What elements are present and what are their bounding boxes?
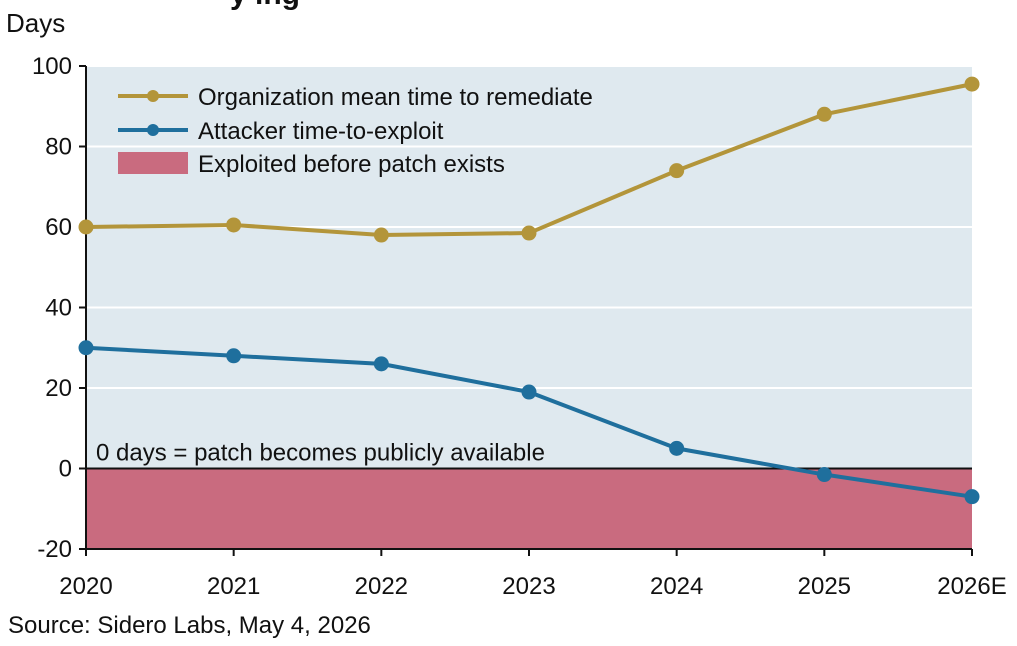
series-0-point-2020 bbox=[78, 219, 94, 235]
series-1-point-2025 bbox=[816, 467, 832, 483]
x-tick-label-2020: 2020 bbox=[59, 573, 112, 600]
x-tick-label-2026E: 2026E bbox=[937, 573, 1006, 600]
y-tick-label-60: 60 bbox=[45, 214, 72, 241]
series-0-point-2026E bbox=[964, 76, 980, 92]
legend-marker-0 bbox=[147, 90, 159, 102]
y-tick-label-20: 20 bbox=[45, 375, 72, 402]
source-note: Source: Sidero Labs, May 4, 2026 bbox=[8, 612, 371, 639]
legend-label-1: Attacker time-to-exploit bbox=[198, 118, 444, 145]
series-1-point-2021 bbox=[226, 348, 242, 364]
y-tick-label-40: 40 bbox=[45, 295, 72, 322]
series-1-point-2020 bbox=[78, 340, 94, 356]
series-1-point-2022 bbox=[373, 356, 389, 372]
series-0-point-2022 bbox=[373, 227, 389, 243]
x-tick-label-2024: 2024 bbox=[650, 573, 703, 600]
legend-band-swatch bbox=[118, 152, 188, 174]
series-1-point-2023 bbox=[521, 384, 537, 400]
series-0-point-2021 bbox=[226, 217, 242, 233]
y-axis-label: Days bbox=[6, 8, 66, 38]
series-1-point-2024 bbox=[669, 440, 685, 456]
series-1-point-2026E bbox=[964, 489, 980, 505]
y-tick-label-100: 100 bbox=[32, 53, 72, 80]
series-0-point-2023 bbox=[521, 225, 537, 241]
y-tick-label-0: 0 bbox=[59, 456, 72, 483]
series-0-point-2024 bbox=[669, 163, 685, 179]
x-tick-label-2025: 2025 bbox=[798, 573, 851, 600]
legend-marker-1 bbox=[147, 124, 159, 136]
zero-days-annotation: 0 days = patch becomes publicly availabl… bbox=[96, 440, 545, 467]
x-tick-label-2023: 2023 bbox=[502, 573, 555, 600]
y-tick-label-80: 80 bbox=[45, 134, 72, 161]
clipped-chart-title: y ing bbox=[230, 0, 300, 12]
x-tick-label-2021: 2021 bbox=[207, 573, 260, 600]
legend-label-band: Exploited before patch exists bbox=[198, 151, 505, 178]
y-tick-label--20: -20 bbox=[37, 536, 72, 563]
legend-label-0: Organization mean time to remediate bbox=[198, 84, 593, 111]
series-0-point-2025 bbox=[816, 106, 832, 122]
exploited-before-patch-band bbox=[86, 468, 972, 549]
x-tick-label-2022: 2022 bbox=[355, 573, 408, 600]
